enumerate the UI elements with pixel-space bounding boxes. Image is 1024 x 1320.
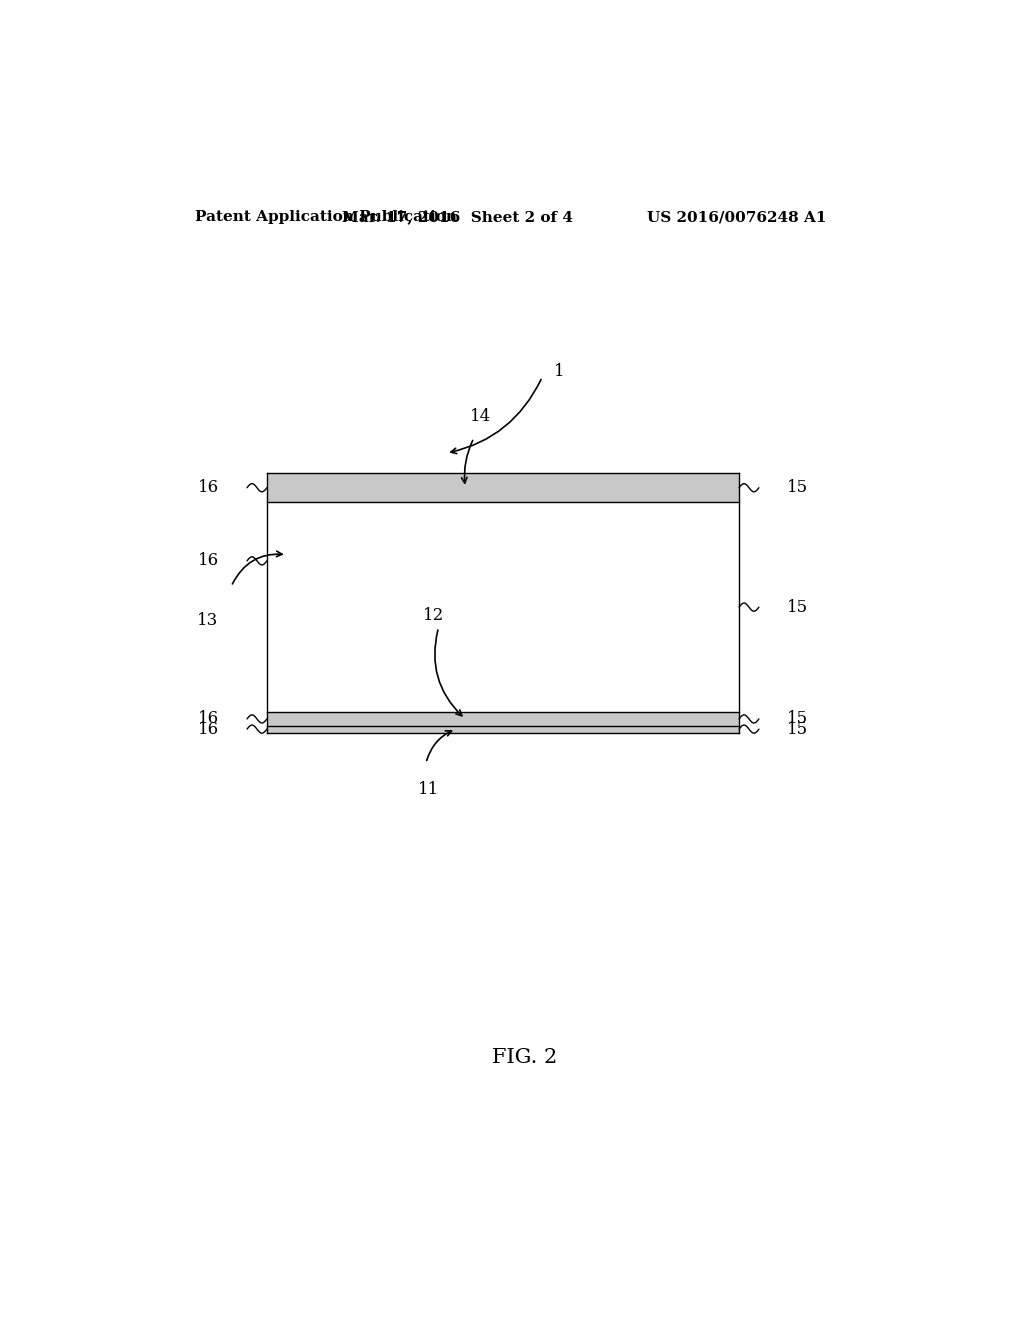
Bar xyxy=(267,713,739,726)
Text: 14: 14 xyxy=(470,408,492,425)
Text: 16: 16 xyxy=(198,710,219,727)
Text: 16: 16 xyxy=(198,479,219,496)
Text: 12: 12 xyxy=(423,607,444,624)
Text: 1: 1 xyxy=(554,363,565,380)
Text: 13: 13 xyxy=(197,612,218,628)
Text: 16: 16 xyxy=(198,721,219,738)
Text: Patent Application Publication: Patent Application Publication xyxy=(196,210,458,224)
Text: US 2016/0076248 A1: US 2016/0076248 A1 xyxy=(647,210,826,224)
Text: 16: 16 xyxy=(198,552,219,569)
Bar xyxy=(267,474,739,733)
Text: FIG. 2: FIG. 2 xyxy=(493,1048,557,1068)
Text: 15: 15 xyxy=(786,710,808,727)
Text: 11: 11 xyxy=(418,781,439,799)
Bar xyxy=(267,474,739,502)
Text: Mar. 17, 2016  Sheet 2 of 4: Mar. 17, 2016 Sheet 2 of 4 xyxy=(342,210,572,224)
Text: 15: 15 xyxy=(786,721,808,738)
Text: 15: 15 xyxy=(786,479,808,496)
Bar xyxy=(267,726,739,733)
Text: 15: 15 xyxy=(786,599,808,615)
